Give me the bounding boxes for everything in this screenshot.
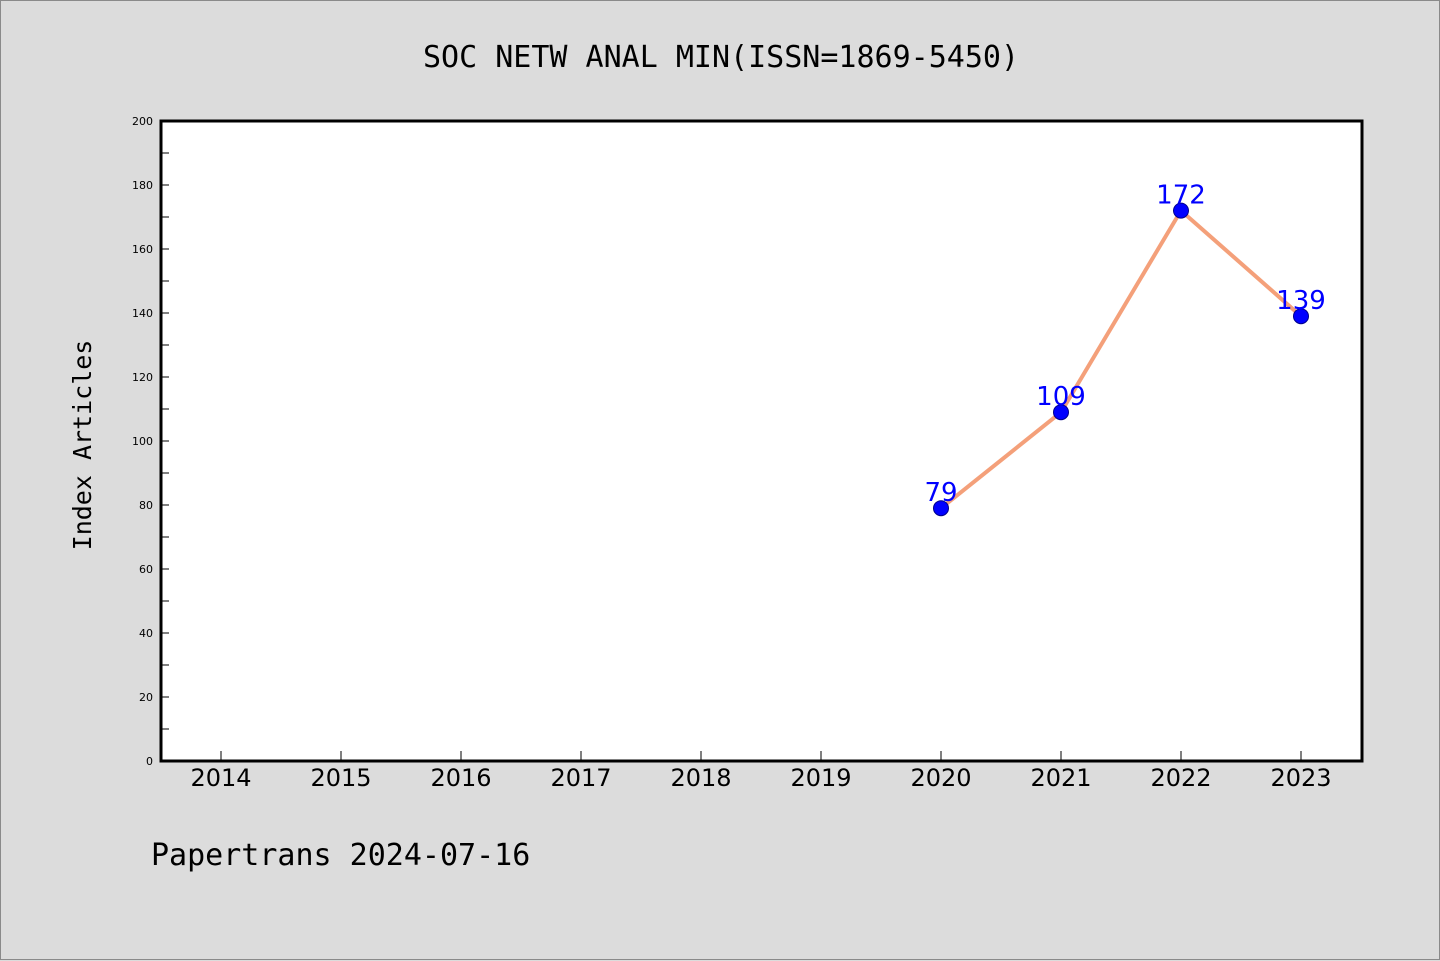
data-point	[1173, 202, 1189, 219]
x-tick-label: 2019	[790, 764, 851, 792]
y-tick-label: 0	[146, 755, 153, 768]
footer-text: Papertrans 2024-07-16	[151, 838, 530, 873]
data-label: 79	[924, 478, 957, 508]
y-tick-label: 200	[132, 115, 153, 128]
data-label: 139	[1276, 286, 1326, 316]
plot-area	[159, 119, 1364, 763]
chart-title: SOC NETW ANAL MIN(ISSN=1869-5450)	[423, 40, 1019, 75]
x-axis: 2014 2015 2016 2017 2018 2019 2020 2021 2022 2023	[190, 751, 1332, 792]
y-tick-label: 180	[132, 179, 153, 192]
y-tick-label: 60	[139, 563, 153, 576]
y-tick-label: 100	[132, 435, 153, 448]
data-point	[1293, 308, 1309, 325]
x-tick-label: 2015	[310, 764, 371, 792]
data-point	[1053, 404, 1069, 421]
y-axis-label: Index Articles	[68, 340, 97, 551]
x-tick-label: 2016	[430, 764, 491, 792]
data-series: 79 109 172 139	[924, 181, 1326, 517]
x-tick-label: 2023	[1270, 764, 1331, 792]
data-label: 109	[1036, 382, 1086, 412]
x-tick-label: 2021	[1030, 764, 1091, 792]
x-tick-label: 2020	[910, 764, 971, 792]
data-label: 172	[1156, 181, 1206, 211]
x-tick-label: 2017	[550, 764, 611, 792]
data-point	[933, 500, 949, 517]
y-tick-label: 140	[132, 307, 153, 320]
y-tick-label: 80	[139, 499, 153, 512]
y-tick-label: 160	[132, 243, 153, 256]
x-tick-label: 2022	[1150, 764, 1211, 792]
y-tick-label: 120	[132, 371, 153, 384]
x-tick-label: 2018	[670, 764, 731, 792]
x-tick-label: 2014	[190, 764, 251, 792]
y-axis: 0 20 40 60 80 100 120 140 160 180 200	[132, 115, 169, 768]
series-line	[939, 208, 1303, 510]
y-tick-label: 40	[139, 627, 153, 640]
y-tick-label: 20	[139, 691, 153, 704]
